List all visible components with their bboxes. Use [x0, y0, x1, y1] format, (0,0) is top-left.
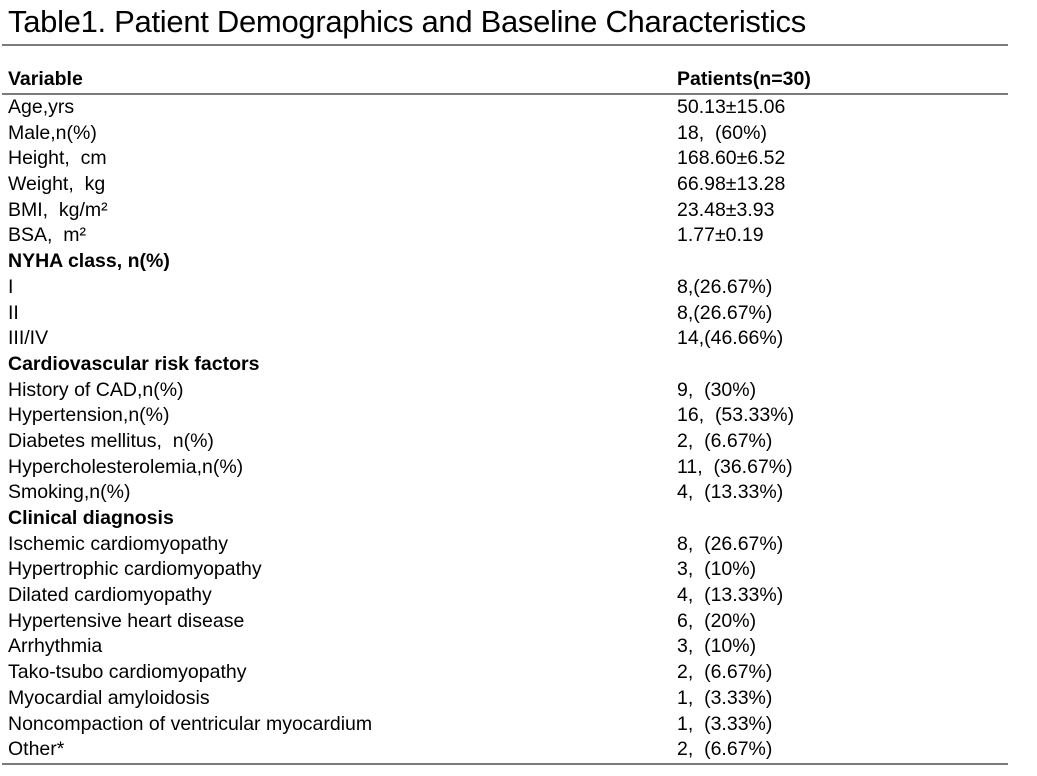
row-value: 1, (3.33%)	[677, 686, 773, 709]
table-row: Height, cm 168.60±6.52	[8, 146, 1028, 172]
row-value	[677, 352, 1028, 378]
row-label: Smoking,n(%)	[8, 481, 131, 504]
row-value: 2, (6.67%)	[677, 661, 773, 684]
row-value: 3, (10%)	[677, 558, 757, 581]
row-value: 8, (26.67%)	[677, 532, 784, 555]
table-row: Hypercholesterolemia,n(%) 11, (36.67%)	[8, 455, 1028, 481]
row-label: II	[8, 301, 19, 324]
row-label: Dilated cardiomyopathy	[8, 584, 212, 607]
row-value: 18, (60%)	[677, 121, 767, 144]
table-row: Arrhythmia 3, (10%)	[8, 634, 1028, 660]
row-value: 8,(26.67%)	[677, 301, 773, 324]
row-label: Weight, kg	[8, 173, 106, 196]
row-value: 66.98±13.28	[677, 173, 786, 196]
row-value: 2, (6.67%)	[677, 429, 773, 452]
row-label: Noncompaction of ventricular myocardium	[8, 712, 373, 735]
table-header-row: Variable Patients(n=30)	[8, 66, 1008, 92]
table-row: III/IV 14,(46.66%)	[8, 326, 1028, 352]
column-header-variable: Variable	[8, 68, 83, 90]
section-header-row: Cardiovascular risk factors	[8, 352, 1028, 378]
row-value	[677, 249, 1028, 275]
row-value: 1.77±0.19	[677, 224, 764, 247]
row-value: 3, (10%)	[677, 635, 757, 658]
table-row: Hypertrophic cardiomyopathy 3, (10%)	[8, 557, 1028, 583]
table-row: Other* 2, (6.67%)	[8, 737, 1028, 763]
table-row: Age,yrs 50.13±15.06	[8, 95, 1028, 121]
row-label: Clinical diagnosis	[8, 507, 174, 529]
table-row: Dilated cardiomyopathy 4, (13.33%)	[8, 583, 1028, 609]
table-row: BMI, kg/m² 23.48±3.93	[8, 198, 1028, 224]
table-row: Diabetes mellitus, n(%) 2, (6.67%)	[8, 429, 1028, 455]
table-row: Hypertensive heart disease 6, (20%)	[8, 609, 1028, 635]
row-value	[677, 506, 1028, 532]
table-row: Hypertension,n(%) 16, (53.33%)	[8, 403, 1028, 429]
row-label: BMI, kg/m²	[8, 198, 108, 221]
table-row: BSA, m² 1.77±0.19	[8, 223, 1028, 249]
row-value: 4, (13.33%)	[677, 481, 784, 504]
table-row: Ischemic cardiomyopathy 8, (26.67%)	[8, 532, 1028, 558]
row-label: Hypertrophic cardiomyopathy	[8, 558, 262, 581]
row-label: Tako-tsubo cardiomyopathy	[8, 661, 247, 684]
table-body: Age,yrs 50.13±15.06 Male,n(%) 18, (60%) Heig…	[8, 95, 1028, 763]
row-label: Cardiovascular risk factors	[8, 352, 260, 375]
row-value: 14,(46.66%)	[677, 327, 784, 350]
row-label: History of CAD,n(%)	[8, 378, 184, 401]
row-label: Male,n(%)	[8, 121, 97, 144]
table-row: II 8,(26.67%)	[8, 301, 1028, 327]
row-label: Hypertensive heart disease	[8, 609, 245, 632]
table-row: Male,n(%) 18, (60%)	[8, 121, 1028, 147]
row-value: 16, (53.33%)	[677, 404, 795, 427]
table-row: Noncompaction of ventricular myocardium 1…	[8, 712, 1028, 738]
row-value: 11, (36.67%)	[677, 455, 793, 478]
section-header-row: Clinical diagnosis	[8, 506, 1028, 532]
row-label: Ischemic cardiomyopathy	[8, 532, 229, 555]
row-label: I	[8, 275, 14, 298]
table-row: I 8,(26.67%)	[8, 275, 1028, 301]
row-label: Arrhythmia	[8, 635, 103, 658]
table-row: Myocardial amyloidosis 1, (3.33%)	[8, 686, 1028, 712]
row-value: 23.48±3.93	[677, 198, 775, 221]
bottom-divider	[2, 763, 1008, 765]
row-label: Age,yrs	[8, 96, 75, 118]
table-row: Weight, kg 66.98±13.28	[8, 172, 1028, 198]
header-divider	[2, 93, 1008, 95]
row-label: Hypertension,n(%)	[8, 404, 170, 427]
table-title: Table1. Patient Demographics and Baselin…	[8, 4, 806, 39]
column-header-patients: Patients(n=30)	[677, 68, 811, 90]
row-label: NYHA class, n(%)	[8, 250, 170, 273]
row-value: 2, (6.67%)	[677, 738, 773, 761]
table-row: Smoking,n(%) 4, (13.33%)	[8, 480, 1028, 506]
section-header-row: NYHA class, n(%)	[8, 249, 1028, 275]
row-value: 4, (13.33%)	[677, 584, 784, 607]
row-value: 9, (30%)	[677, 378, 757, 401]
row-label: Height, cm	[8, 147, 107, 170]
row-label: Other*	[8, 738, 65, 761]
row-label: Diabetes mellitus, n(%)	[8, 429, 214, 452]
row-value: 1, (3.33%)	[677, 712, 773, 735]
row-value: 50.13±15.06	[677, 96, 786, 118]
title-divider	[2, 44, 1008, 46]
table-row: History of CAD,n(%) 9, (30%)	[8, 378, 1028, 404]
row-value: 6, (20%)	[677, 609, 757, 632]
row-label: BSA, m²	[8, 224, 87, 247]
row-label: Myocardial amyloidosis	[8, 686, 210, 709]
row-value: 8,(26.67%)	[677, 275, 773, 298]
table-row: Tako-tsubo cardiomyopathy 2, (6.67%)	[8, 660, 1028, 686]
row-label: III/IV	[8, 327, 49, 350]
row-value: 168.60±6.52	[677, 147, 786, 170]
row-label: Hypercholesterolemia,n(%)	[8, 455, 244, 478]
